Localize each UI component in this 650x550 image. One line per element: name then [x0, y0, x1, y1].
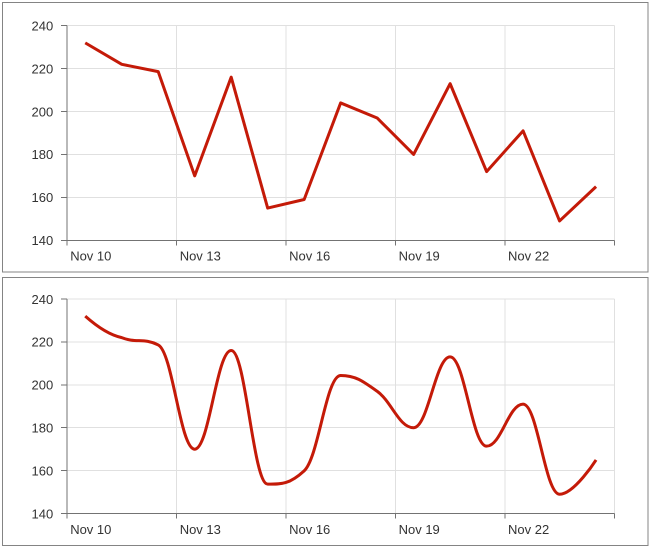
- svg-text:Nov 22: Nov 22: [508, 249, 549, 264]
- svg-text:Nov 10: Nov 10: [70, 249, 111, 264]
- svg-text:200: 200: [31, 104, 53, 119]
- svg-text:180: 180: [31, 421, 53, 436]
- svg-text:220: 220: [31, 61, 53, 76]
- svg-text:Nov 22: Nov 22: [508, 522, 549, 537]
- svg-text:160: 160: [31, 190, 53, 205]
- svg-text:Nov 16: Nov 16: [289, 249, 330, 264]
- svg-text:160: 160: [31, 463, 53, 478]
- svg-text:Nov 13: Nov 13: [180, 249, 221, 264]
- svg-text:Nov 16: Nov 16: [289, 522, 330, 537]
- svg-text:Nov 10: Nov 10: [70, 522, 111, 537]
- svg-text:180: 180: [31, 147, 53, 162]
- svg-text:220: 220: [31, 335, 53, 350]
- svg-text:Nov 19: Nov 19: [399, 249, 440, 264]
- svg-text:200: 200: [31, 378, 53, 393]
- svg-text:240: 240: [31, 19, 53, 34]
- svg-text:Nov 19: Nov 19: [399, 522, 440, 537]
- svg-text:Nov 13: Nov 13: [180, 522, 221, 537]
- svg-text:240: 240: [31, 292, 53, 307]
- svg-text:140: 140: [31, 506, 53, 521]
- svg-text:140: 140: [31, 233, 53, 248]
